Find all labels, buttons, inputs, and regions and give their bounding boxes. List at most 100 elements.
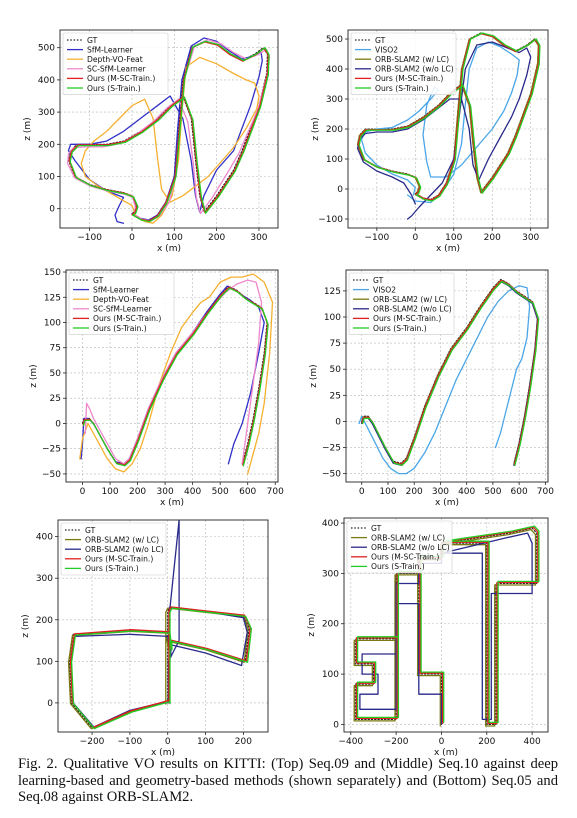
- x-tick-label: 200: [406, 487, 423, 497]
- series-line-ours-m-sc-train: [69, 606, 251, 729]
- legend-entry: Ours (S-Train.): [373, 324, 427, 333]
- x-axis-label: x (m): [151, 748, 175, 758]
- legend-entry: GT: [93, 276, 104, 285]
- legend-entry: GT: [375, 36, 386, 45]
- y-tick-label: 25: [330, 391, 341, 401]
- y-tick-label: 500: [326, 35, 343, 45]
- x-axis-label: x (m): [434, 748, 458, 758]
- legend-entry: SfM-Learner: [93, 285, 140, 294]
- x-tick-label: 0: [165, 737, 171, 747]
- legend-entry: VISO2: [373, 285, 396, 294]
- y-tick-label: 0: [335, 417, 341, 427]
- y-tick-label: −25: [42, 445, 61, 455]
- legend-box: [60, 522, 167, 576]
- chart-1: −100 0 100 200 300 0 100 200 300 400 500 x (m) z (m)…: [23, 29, 279, 254]
- x-tick-label: 300: [522, 233, 539, 243]
- y-tick-label: 0: [49, 205, 55, 215]
- x-tick-label: 400: [524, 737, 541, 747]
- y-tick-label: −50: [42, 470, 61, 480]
- legend-entry: Ours (S-Train.): [93, 324, 147, 333]
- legend: GTSfM-LearnerDepth-VO-FeatSC-SfM-Learner…: [68, 272, 175, 335]
- y-tick-label: 75: [50, 344, 61, 354]
- legend-entry: VISO2: [375, 45, 398, 54]
- x-tick-label: 100: [101, 487, 118, 497]
- series-group: [358, 278, 540, 475]
- series-group: [67, 520, 253, 730]
- x-tick-label: 200: [235, 737, 252, 747]
- y-tick-label: 300: [36, 574, 53, 584]
- y-tick-label: −50: [322, 470, 341, 480]
- legend-entry: ORB-SLAM2 (w/ LC): [375, 55, 449, 64]
- x-tick-label: 600: [239, 487, 256, 497]
- legend-box: [346, 520, 453, 574]
- x-tick-label: −100: [364, 233, 389, 243]
- y-tick-label: 150: [44, 268, 61, 278]
- chart-5: −200 −100 0 100 200 0 100 200 300 400 x (m) z (m) GT…: [21, 519, 269, 758]
- y-tick-label: 0: [337, 185, 343, 195]
- y-tick-label: 200: [36, 616, 53, 626]
- x-axis-label: x (m): [160, 498, 184, 508]
- y-tick-label: 100: [44, 318, 61, 328]
- y-tick-label: −25: [322, 444, 341, 454]
- x-tick-label: −400: [338, 737, 363, 747]
- y-tick-label: 50: [330, 365, 342, 375]
- x-axis-label: x (m): [436, 244, 460, 254]
- legend-entry: ORB-SLAM2 (w/o LC): [375, 65, 454, 74]
- x-tick-label: 0: [412, 233, 418, 243]
- legend-entry: ORB-SLAM2 (w/o LC): [373, 305, 452, 314]
- y-tick-label: 200: [38, 140, 55, 150]
- legend-entry: GT: [87, 36, 98, 45]
- series-line-orb-slam2-w-o-lc: [359, 532, 533, 726]
- x-tick-label: 700: [537, 487, 554, 497]
- y-tick-label: 125: [324, 287, 341, 297]
- legend-entry: Ours (M-SC-Train.): [373, 314, 441, 323]
- legend-entry: Ours (M-SC-Train.): [375, 74, 443, 83]
- x-tick-label: 300: [157, 487, 174, 497]
- legend-entry: SC-SfM-Learner: [87, 65, 147, 74]
- plot-frame: [345, 269, 549, 483]
- plot-frame: [347, 29, 549, 229]
- series-line-ours-s-train: [70, 607, 253, 730]
- y-tick-label: 75: [330, 339, 341, 349]
- x-tick-label: 700: [267, 487, 284, 497]
- legend-entry: Depth-VO-Feat: [87, 55, 143, 64]
- x-tick-label: 0: [439, 737, 445, 747]
- x-tick-label: 300: [250, 233, 267, 243]
- x-tick-label: −100: [77, 233, 102, 243]
- x-tick-label: 500: [212, 487, 229, 497]
- y-tick-label: 200: [322, 620, 339, 630]
- plot-frame: [57, 519, 269, 733]
- series-group: [356, 32, 541, 220]
- y-tick-label: 500: [38, 44, 55, 54]
- x-tick-label: 100: [445, 233, 462, 243]
- caption-text: Qualitative VO results on KITTI: (Top) S…: [18, 756, 558, 805]
- series-line-sc-sfm-learner: [84, 279, 263, 465]
- series-line-depth-vo-feat: [79, 273, 274, 475]
- x-tick-label: 200: [208, 233, 225, 243]
- y-tick-label: 300: [38, 108, 55, 118]
- legend-entry: SfM-Learner: [87, 45, 134, 54]
- y-tick-label: −100: [318, 215, 343, 225]
- legend-entry: GT: [373, 276, 384, 285]
- chart-6: −400 −200 0 200 400 0 100 200 300 400 x (m) z (m) GT…: [307, 517, 549, 758]
- y-tick-label: 400: [36, 533, 53, 543]
- legend-entry: ORB-SLAM2 (w/o LC): [85, 545, 164, 554]
- series-line-orb-slam2-w-lc: [67, 607, 249, 730]
- series-group: [66, 37, 271, 224]
- y-tick-label: 100: [38, 172, 55, 182]
- y-axis-label: z (m): [309, 364, 319, 387]
- series-line-ours-s-train: [358, 32, 541, 202]
- x-tick-label: 300: [432, 487, 449, 497]
- legend-entry: GT: [371, 524, 382, 533]
- plot-frame: [343, 517, 549, 733]
- y-tick-label: 200: [326, 125, 343, 135]
- series-line-ours-s-train: [362, 280, 540, 466]
- legend-entry: ORB-SLAM2 (w/ LC): [371, 533, 445, 542]
- y-tick-label: 0: [47, 699, 53, 709]
- y-tick-label: 0: [333, 720, 339, 730]
